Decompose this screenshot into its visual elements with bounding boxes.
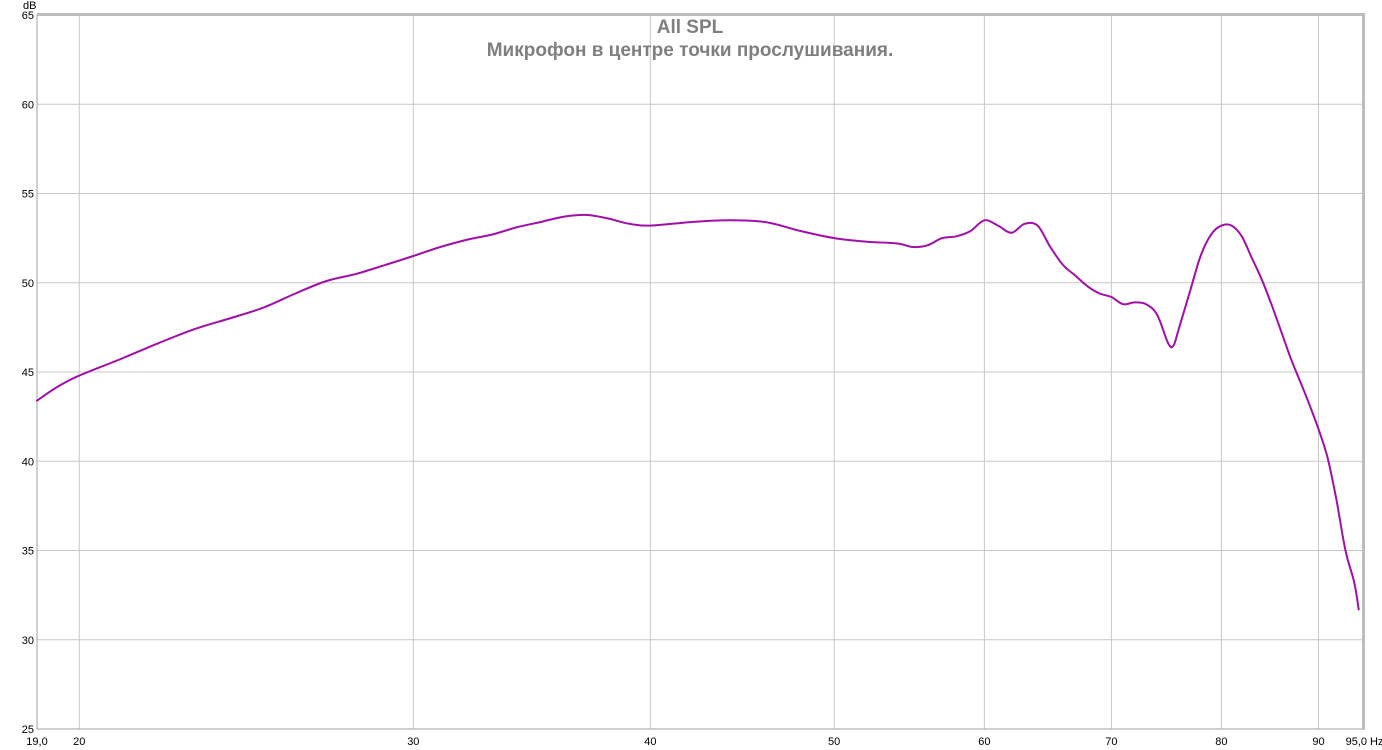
- chart-title: All SPL: [657, 17, 724, 38]
- y-tick-label: 25: [22, 724, 34, 736]
- spl-series-line: [36, 213, 1360, 611]
- y-tick-label: 45: [22, 367, 34, 379]
- y-axis-unit-label: dB: [23, 0, 36, 12]
- y-tick-label: 40: [22, 456, 34, 468]
- x-axis-unit-label: Hz: [1370, 736, 1382, 748]
- x-tick-label: 90: [1312, 736, 1324, 748]
- y-tick-label: 60: [22, 99, 34, 111]
- y-tick-label: 55: [22, 189, 34, 201]
- x-tick-label: 95,0: [1346, 736, 1367, 748]
- y-tick-label: 50: [22, 278, 34, 290]
- grid: [37, 14, 1363, 730]
- x-tick-label: 20: [73, 736, 85, 748]
- plot-frame-top-edge: [37, 13, 1364, 16]
- y-tick-label: 35: [22, 546, 34, 558]
- y-tick-label: 65: [22, 10, 34, 22]
- chart-subtitle: Микрофон в центре точки прослушивания.: [487, 40, 894, 61]
- x-tick-label: 40: [644, 736, 656, 748]
- x-tick-label: 60: [978, 736, 990, 748]
- x-tick-label: 50: [828, 736, 840, 748]
- x-tick-label: 30: [407, 736, 419, 748]
- x-tick-label: 70: [1105, 736, 1117, 748]
- x-tick-label: 19,0: [26, 736, 47, 748]
- x-tick-label: 80: [1215, 736, 1227, 748]
- x-axis-tick-labels: 19,0 20 30 40 50 60 70 80 90 95,0: [26, 736, 1367, 748]
- y-axis-tick-labels: 25 30 35 40 45 50 55 60 65: [22, 10, 34, 736]
- plot-frame-right-edge: [1362, 13, 1365, 730]
- y-tick-label: 30: [22, 635, 34, 647]
